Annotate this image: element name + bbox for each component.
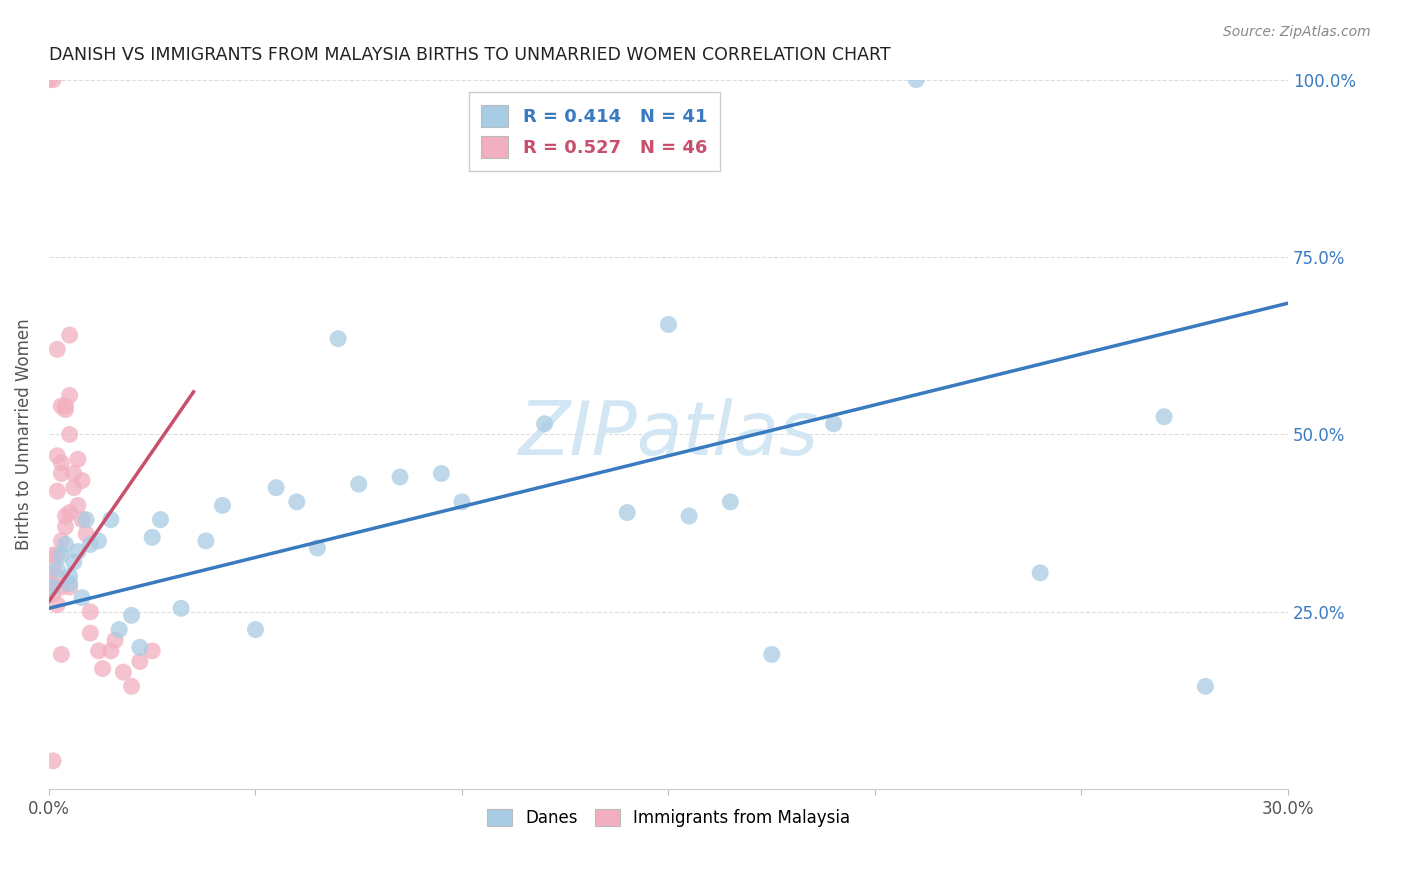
Point — [108, 623, 131, 637]
Point — [62, 467, 84, 481]
Point — [51, 648, 73, 662]
Point — [87, 533, 110, 548]
Point — [1029, 566, 1052, 580]
Point — [121, 608, 143, 623]
Point — [42, 580, 65, 594]
Point — [70, 512, 93, 526]
Point — [42, 548, 65, 562]
Text: ZIPatlas: ZIPatlas — [519, 399, 818, 470]
Point — [905, 72, 928, 87]
Point — [62, 481, 84, 495]
Point — [46, 449, 69, 463]
Point — [51, 580, 73, 594]
Point — [55, 402, 77, 417]
Point — [79, 537, 101, 551]
Point — [823, 417, 845, 431]
Text: Source: ZipAtlas.com: Source: ZipAtlas.com — [1223, 25, 1371, 39]
Point — [194, 533, 217, 548]
Point — [46, 343, 69, 357]
Y-axis label: Births to Unmarried Women: Births to Unmarried Women — [15, 318, 32, 550]
Point — [104, 633, 127, 648]
Point — [55, 519, 77, 533]
Point — [75, 512, 97, 526]
Point — [55, 537, 77, 551]
Point — [75, 526, 97, 541]
Point — [245, 623, 267, 637]
Point — [264, 481, 287, 495]
Point — [46, 484, 69, 499]
Point — [307, 541, 329, 555]
Point — [51, 548, 73, 562]
Point — [55, 509, 77, 524]
Point — [59, 569, 82, 583]
Point — [91, 662, 114, 676]
Point — [211, 499, 233, 513]
Point — [42, 72, 65, 87]
Point — [616, 506, 638, 520]
Point — [59, 576, 82, 591]
Point — [59, 580, 82, 594]
Point — [720, 495, 742, 509]
Point — [59, 506, 82, 520]
Point — [51, 456, 73, 470]
Point — [100, 512, 122, 526]
Point — [42, 558, 65, 573]
Point — [51, 399, 73, 413]
Point — [38, 573, 60, 587]
Point — [1153, 409, 1175, 424]
Text: DANISH VS IMMIGRANTS FROM MALAYSIA BIRTHS TO UNMARRIED WOMEN CORRELATION CHART: DANISH VS IMMIGRANTS FROM MALAYSIA BIRTH… — [49, 46, 890, 64]
Point — [55, 399, 77, 413]
Point — [38, 72, 60, 87]
Point — [59, 328, 82, 343]
Point — [347, 477, 370, 491]
Point — [59, 388, 82, 402]
Point — [59, 427, 82, 442]
Point — [42, 754, 65, 768]
Point — [66, 452, 89, 467]
Point — [170, 601, 193, 615]
Point — [66, 499, 89, 513]
Point — [46, 548, 69, 562]
Point — [121, 679, 143, 693]
Point — [128, 640, 150, 655]
Point — [66, 544, 89, 558]
Legend: Danes, Immigrants from Malaysia: Danes, Immigrants from Malaysia — [481, 803, 856, 834]
Point — [326, 332, 349, 346]
Point — [112, 665, 135, 680]
Point — [141, 644, 163, 658]
Point — [46, 562, 69, 576]
Point — [285, 495, 308, 509]
Point — [46, 598, 69, 612]
Point — [79, 626, 101, 640]
Point — [149, 512, 172, 526]
Point — [430, 467, 453, 481]
Point — [70, 591, 93, 605]
Point — [761, 648, 783, 662]
Point — [70, 474, 93, 488]
Point — [657, 318, 679, 332]
Point — [678, 509, 700, 524]
Point — [451, 495, 474, 509]
Point — [51, 533, 73, 548]
Point — [62, 555, 84, 569]
Point — [51, 467, 73, 481]
Point — [141, 530, 163, 544]
Point — [87, 644, 110, 658]
Point — [38, 583, 60, 598]
Point — [389, 470, 412, 484]
Point — [42, 587, 65, 601]
Point — [533, 417, 555, 431]
Point — [46, 569, 69, 583]
Point — [1194, 679, 1216, 693]
Point — [128, 655, 150, 669]
Point — [100, 644, 122, 658]
Point — [79, 605, 101, 619]
